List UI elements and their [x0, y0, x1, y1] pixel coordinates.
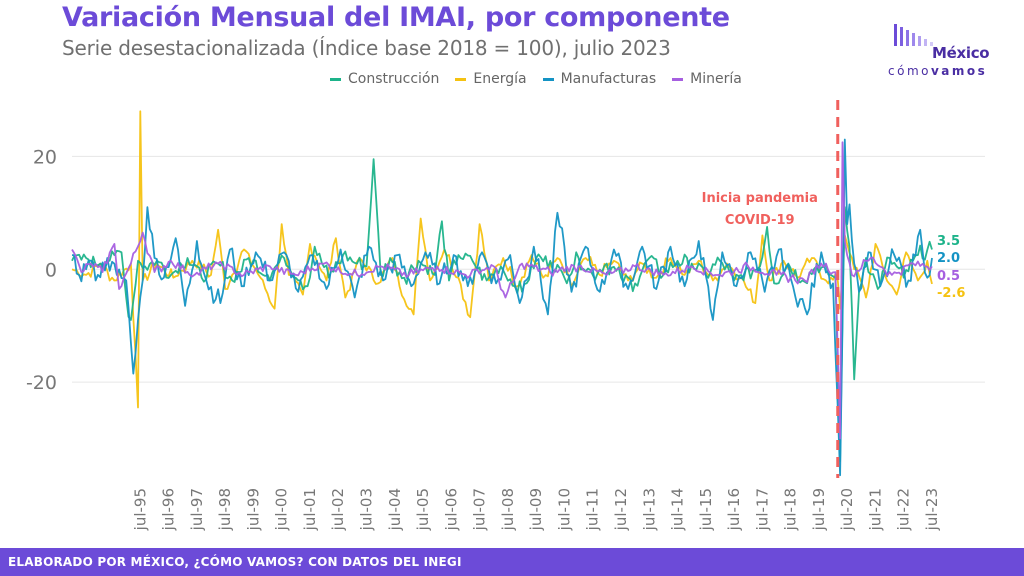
x-tick-label: jul-02: [329, 488, 347, 531]
legend-item-energia[interactable]: Energía: [455, 71, 527, 87]
legend-label-mineria: Minería: [690, 71, 742, 87]
x-tick-label: jul-20: [838, 488, 856, 531]
legend-label-manufacturas: Manufacturas: [560, 71, 657, 87]
x-tick-label: jul-10: [555, 488, 573, 531]
end-label-energia: -2.6: [937, 286, 965, 301]
x-tick-label: jul-00: [273, 488, 291, 531]
x-axis-ticks: jul-95 jul-96 jul-97 jul-98 jul-99 jul-00 jul-…: [131, 488, 941, 531]
chart-legend: Construcción Energía Manufacturas Minerí…: [330, 71, 742, 87]
x-tick-label: jul-08: [499, 488, 517, 531]
x-tick-label: jul-05: [414, 488, 432, 531]
x-tick-label: jul-03: [358, 488, 376, 531]
x-tick-label: jul-04: [386, 488, 404, 531]
x-tick-label: jul-96: [160, 488, 178, 531]
x-tick-label: jul-22: [895, 488, 913, 531]
chart-svg: 20 0 -20 Inicia pandemia COVID-19 3.5 -2.6 2.…: [26, 100, 985, 531]
legend-swatch-mineria: [672, 77, 684, 81]
x-tick-label: jul-09: [527, 488, 545, 531]
end-label-manufacturas: 2.0: [937, 251, 960, 266]
series-line-mineria: [71, 141, 933, 440]
x-tick-label: jul-11: [584, 488, 602, 531]
x-tick-label: jul-95: [131, 488, 149, 531]
series-line-manufacturas: [71, 138, 933, 477]
series-line-energia: [71, 110, 933, 409]
end-label-mineria: 0.5: [937, 269, 960, 284]
x-tick-label: jul-01: [301, 488, 319, 531]
series-layer: [71, 110, 933, 477]
x-tick-label: jul-06: [442, 488, 460, 531]
logo-word-como: cómo: [888, 64, 931, 78]
x-tick-label: jul-98: [216, 488, 234, 531]
legend-swatch-manufacturas: [542, 77, 554, 81]
x-tick-label: jul-21: [866, 488, 884, 531]
brand-logo: México cómovamos: [888, 24, 1008, 84]
logo-word-vamos: vamos: [930, 64, 988, 78]
end-labels: 3.5 -2.6 2.0 0.5: [937, 234, 965, 301]
y-tick-label: 0: [45, 259, 57, 281]
logo-word-comovamos: cómovamos: [888, 64, 987, 78]
legend-item-construccion[interactable]: Construcción: [330, 71, 439, 87]
x-tick-label: jul-15: [697, 488, 715, 531]
y-tick-label: 20: [33, 146, 57, 168]
legend-swatch-construccion: [330, 77, 341, 81]
x-tick-label: jul-14: [669, 488, 687, 531]
x-tick-label: jul-18: [782, 488, 800, 531]
legend-label-construccion: Construcción: [348, 71, 440, 87]
logo-bars-icon: [894, 24, 933, 46]
page-subtitle: Serie desestacionalizada (Índice base 20…: [62, 36, 671, 60]
x-tick-label: jul-99: [244, 488, 262, 531]
x-tick-label: jul-12: [612, 488, 630, 531]
annotation-layer: Inicia pandemia COVID-19: [702, 100, 840, 478]
x-tick-label: jul-23: [923, 488, 941, 531]
page-title: Variación Mensual del IMAI, por componen…: [62, 2, 730, 33]
x-tick-label: jul-17: [753, 488, 771, 531]
y-axis-ticks: 20 0 -20: [26, 146, 57, 394]
x-tick-label: jul-97: [188, 488, 206, 531]
legend-item-manufacturas[interactable]: Manufacturas: [542, 71, 657, 87]
legend-label-energia: Energía: [473, 71, 527, 87]
x-tick-label: jul-16: [725, 488, 743, 531]
pandemic-label: COVID-19: [725, 213, 795, 228]
x-tick-label: jul-07: [471, 488, 489, 531]
pandemic-label: Inicia pandemia: [702, 191, 818, 206]
logo-word-mexico: México: [932, 44, 990, 62]
x-tick-label: jul-19: [810, 488, 828, 531]
legend-item-mineria[interactable]: Minería: [672, 71, 742, 87]
legend-swatch-energia: [455, 77, 467, 81]
y-tick-label: -20: [26, 372, 57, 394]
end-label-construccion: 3.5: [937, 234, 960, 249]
footer-credit: ELABORADO POR MÉXICO, ¿CÓMO VAMOS? CON D…: [0, 548, 1024, 576]
x-tick-label: jul-13: [640, 488, 658, 531]
